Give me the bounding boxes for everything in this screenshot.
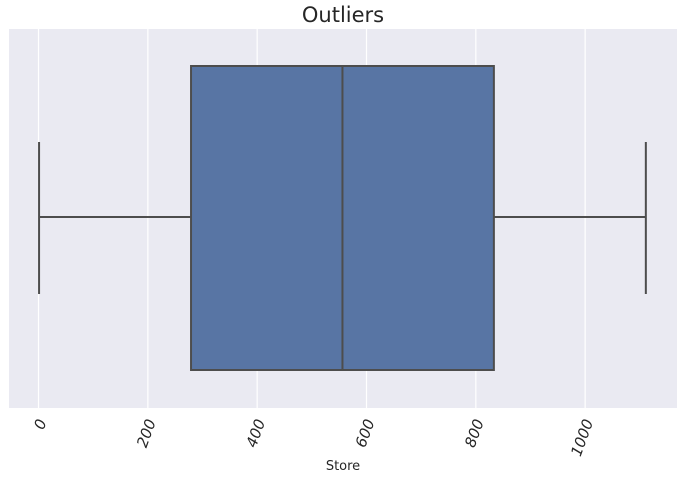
x-tick-label: 0 — [30, 417, 50, 432]
box-marks — [38, 65, 647, 371]
x-tick-label: 800 — [461, 417, 488, 450]
x-tick-labels: 0 200 400 600 800 1000 — [30, 417, 597, 459]
x-axis-label: Store — [326, 459, 360, 474]
x-tick-label: 400 — [242, 417, 269, 450]
x-tick-label: 1000 — [567, 417, 597, 459]
chart-title: Outliers — [302, 3, 384, 27]
x-tick-label: 200 — [133, 417, 160, 450]
x-tick-label: 600 — [352, 417, 379, 450]
